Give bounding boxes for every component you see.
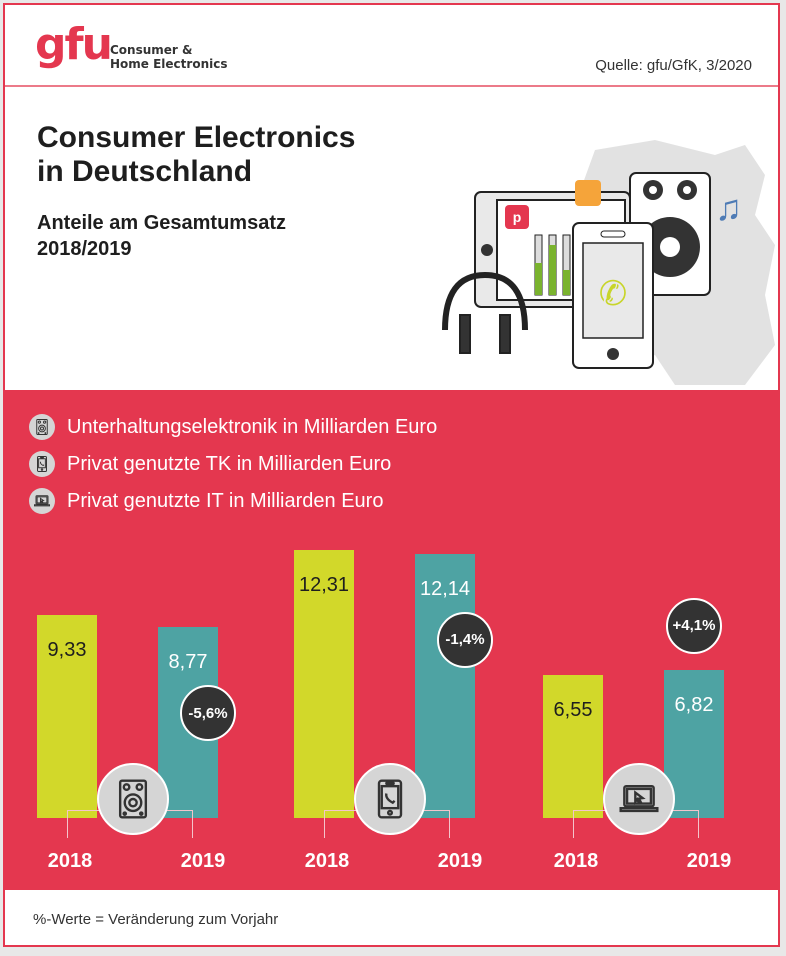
change-bubble: -1,4% xyxy=(437,611,493,668)
legend-label: Privat genutzte TK in Milliarden Euro xyxy=(67,452,392,475)
year-label: 2019 xyxy=(180,850,226,872)
logo-subtitle: Consumer & Home Electronics xyxy=(110,43,227,71)
svg-text:p: p xyxy=(513,209,522,225)
bar-value-label: 12,14 xyxy=(419,577,471,600)
year-label: 2018 xyxy=(47,850,93,872)
source-label: Quelle: gfu/GfK, 3/2020 xyxy=(595,57,752,74)
headphones-icon xyxy=(442,271,528,354)
smartphone-icon: ✆ xyxy=(572,222,654,369)
header: gfu Consumer & Home Electronics Quelle: … xyxy=(5,5,778,87)
bar-value-label: 9,33 xyxy=(47,638,87,661)
change-bubble: +4,1% xyxy=(666,597,722,654)
logo-sub-line1: Consumer & xyxy=(110,43,193,57)
legend-item: Unterhaltungselektronik in Milliarden Eu… xyxy=(29,413,437,441)
infographic-frame: gfu Consumer & Home Electronics Quelle: … xyxy=(3,3,780,947)
bar-value-label: 8,77 xyxy=(168,651,208,674)
subtitle-line1: Anteile am Gesamtumsatz xyxy=(37,212,286,234)
legend-label: Privat genutzte IT in Milliarden Euro xyxy=(67,489,384,512)
year-label: 2018 xyxy=(553,850,599,872)
page-title: Consumer Electronics in Deutschland xyxy=(37,121,355,189)
change-bubble: -5,6% xyxy=(180,685,236,742)
title-line1: Consumer Electronics xyxy=(37,121,356,154)
bar-2018 xyxy=(294,550,354,818)
gfu-logo: gfu xyxy=(35,19,113,70)
bar-2018 xyxy=(543,675,603,818)
cart-icon xyxy=(575,180,601,206)
logo-sub-line2: Home Electronics xyxy=(110,57,228,71)
year-label: 2018 xyxy=(304,850,350,872)
bar-value-label: 6,82 xyxy=(674,693,714,716)
bar-value-label: 6,55 xyxy=(553,699,593,722)
footnote: %-Werte = Veränderung zum Vorjahr xyxy=(33,911,279,928)
subtitle-line2: 2018/2019 xyxy=(37,238,132,260)
legend-item: Privat genutzte TK in Milliarden Euro xyxy=(29,450,391,478)
legend-item: Privat genutzte IT in Milliarden Euro xyxy=(29,487,383,515)
year-label: 2019 xyxy=(686,850,732,872)
bar-2019 xyxy=(415,553,475,818)
bar-2018 xyxy=(37,614,97,818)
laptop-icon xyxy=(29,488,55,514)
bar-value-label: 12,31 xyxy=(298,574,350,596)
svg-text:✆: ✆ xyxy=(599,275,628,313)
smartphone-icon xyxy=(354,763,426,835)
speaker-icon xyxy=(629,172,711,296)
legend-label: Unterhaltungselektronik in Milliarden Eu… xyxy=(67,415,438,438)
page-subtitle: Anteile am Gesamtumsatz 2018/2019 xyxy=(37,210,286,262)
devices-illustration: p ♫ ✆ xyxy=(442,140,775,385)
year-label: 2019 xyxy=(437,850,483,872)
title-line2: in Deutschland xyxy=(37,155,253,188)
laptop-icon xyxy=(603,763,675,835)
music-note-icon: ♫ xyxy=(715,187,742,228)
smartphone-icon xyxy=(29,451,55,477)
speaker-icon xyxy=(29,414,55,440)
speaker-icon xyxy=(97,763,169,835)
